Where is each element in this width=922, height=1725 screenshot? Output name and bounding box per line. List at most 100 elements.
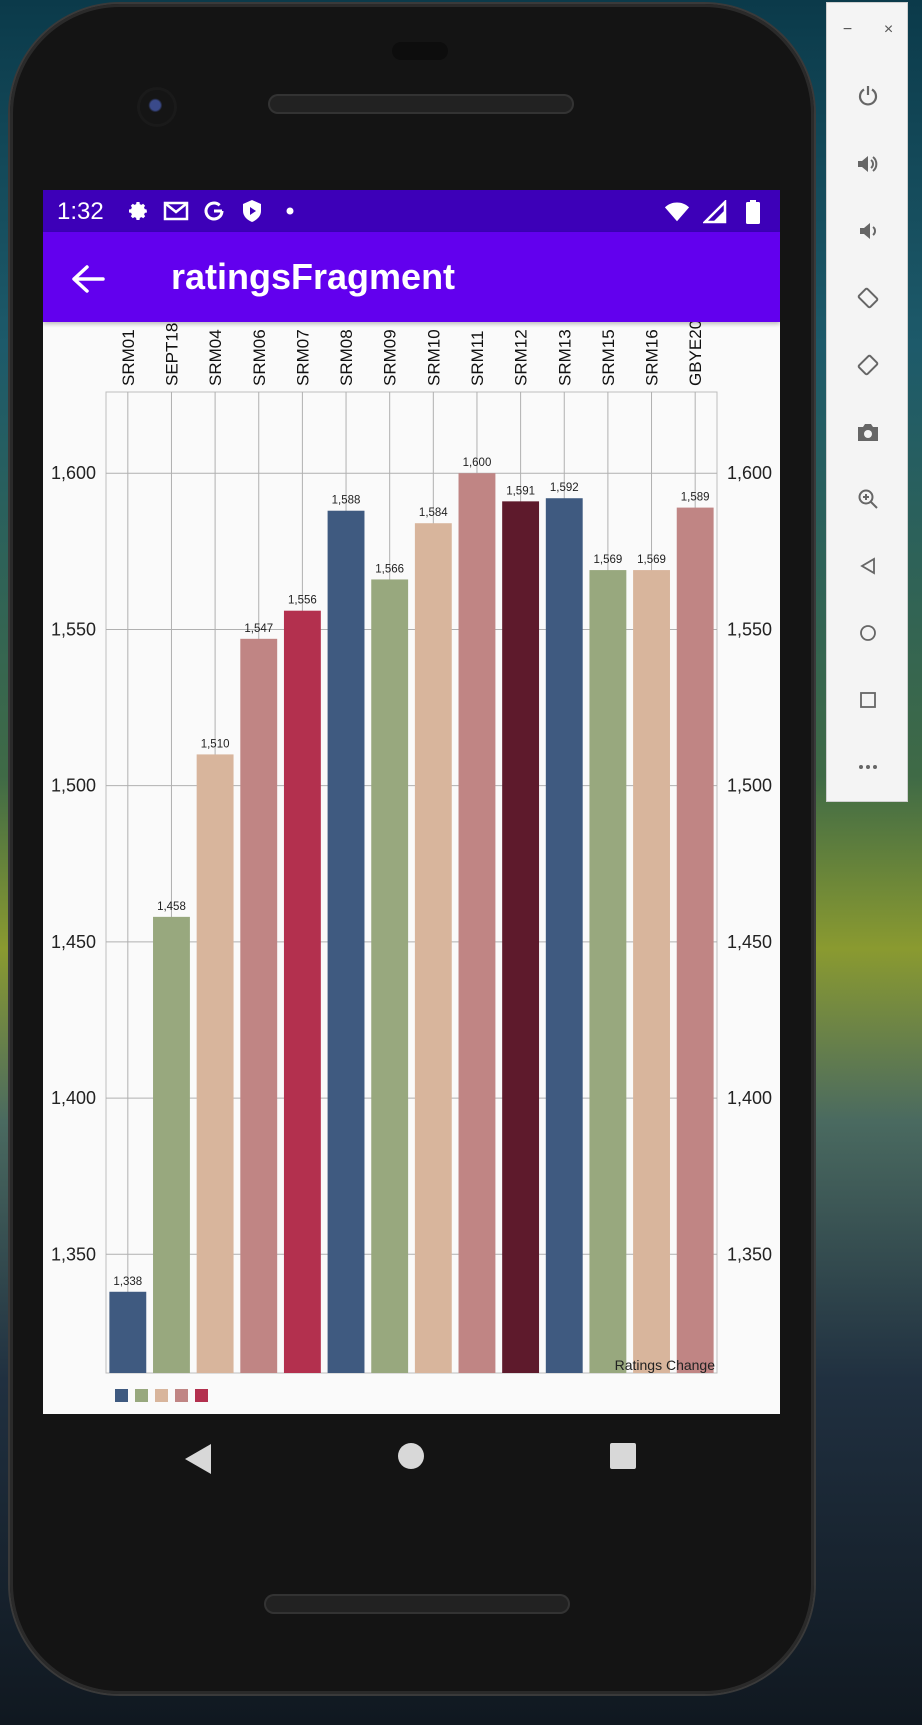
bar-value-label: 1,600 <box>463 457 492 469</box>
x-category-label: SEPT18 <box>162 323 181 386</box>
bar <box>502 501 540 1373</box>
emu-home-button[interactable] <box>847 612 889 654</box>
bar-value-label: 1,566 <box>375 563 404 575</box>
bar-value-label: 1,338 <box>113 1276 142 1288</box>
legend-swatch <box>135 1389 148 1402</box>
emulator-toolbar: − × <box>826 2 908 802</box>
front-camera <box>140 90 174 124</box>
x-category-label: SRM10 <box>424 329 443 386</box>
y-tick-label-right: 1,550 <box>727 619 772 639</box>
back-icon <box>860 557 875 575</box>
rotate-right-icon <box>857 354 879 376</box>
y-tick-label-left: 1,450 <box>51 932 96 952</box>
x-category-label: SRM01 <box>119 329 138 386</box>
x-category-label: SRM04 <box>206 329 225 386</box>
nav-home-button[interactable] <box>397 1442 425 1475</box>
back-arrow-icon <box>72 265 105 293</box>
bar-value-label: 1,510 <box>201 738 230 750</box>
bar <box>589 570 627 1373</box>
volume-up-button[interactable] <box>847 143 889 185</box>
emu-back-button[interactable] <box>847 545 889 587</box>
bar-value-label: 1,589 <box>681 492 710 504</box>
rotate-left-icon <box>857 287 879 309</box>
android-nav-bar <box>43 1414 780 1504</box>
bar <box>109 1291 147 1373</box>
legend-swatch <box>195 1389 208 1402</box>
zoom-button[interactable] <box>847 478 889 520</box>
bar <box>196 754 234 1373</box>
bar-value-label: 1,592 <box>550 482 579 494</box>
bar <box>414 523 452 1373</box>
back-arrow-button[interactable] <box>63 254 113 304</box>
y-tick-label-left: 1,400 <box>51 1088 96 1108</box>
x-category-label: GBYE20 <box>686 322 705 386</box>
status-time: 1:32 <box>57 198 104 225</box>
nav-overview-icon <box>610 1443 636 1469</box>
x-category-label: SRM08 <box>337 329 356 386</box>
signal-icon <box>702 199 728 225</box>
nav-back-icon <box>185 1444 211 1474</box>
y-tick-label-right: 1,450 <box>727 932 772 952</box>
app-bar: ratingsFragment <box>43 232 780 322</box>
wifi-icon <box>664 199 690 225</box>
bottom-speaker <box>264 1594 570 1614</box>
status-notification-icons <box>125 198 303 224</box>
legend-swatch <box>115 1389 128 1402</box>
bar <box>676 507 714 1373</box>
ratings-chart[interactable]: 1,350 1,350 1,400 1,400 1,450 1,450 1,500 1,500… <box>43 320 780 1414</box>
bar <box>153 916 190 1373</box>
dot-icon <box>277 198 303 224</box>
nav-overview-button[interactable] <box>609 1442 637 1475</box>
emu-overview-button[interactable] <box>847 679 889 721</box>
x-category-label: SRM11 <box>468 331 487 386</box>
zoom-icon <box>858 489 878 509</box>
camera-icon <box>858 424 878 441</box>
volume-down-button[interactable] <box>847 210 889 252</box>
earpiece-speaker <box>268 94 574 114</box>
x-category-label: SRM09 <box>381 329 400 386</box>
x-category-label: SRM06 <box>250 329 269 386</box>
gear-icon <box>125 198 151 224</box>
more-button[interactable] <box>847 746 889 788</box>
battery-icon <box>740 199 766 225</box>
bar-chart-svg: 1,350 1,350 1,400 1,400 1,450 1,450 1,500 1,500… <box>51 320 772 1402</box>
volume-up-icon <box>858 156 878 172</box>
status-system-icons <box>664 199 766 225</box>
bar-value-label: 1,556 <box>288 595 317 607</box>
x-category-label: SRM16 <box>643 329 662 386</box>
more-icon <box>859 765 877 769</box>
close-button[interactable]: × <box>883 21 894 38</box>
x-category-label: SRM12 <box>512 329 531 386</box>
bar <box>240 638 278 1373</box>
minimize-button[interactable]: − <box>842 21 853 38</box>
y-tick-label-right: 1,600 <box>727 463 772 483</box>
bar <box>371 579 409 1373</box>
bar <box>458 473 496 1373</box>
bar-value-label: 1,569 <box>637 554 666 566</box>
y-tick-label-left: 1,350 <box>51 1244 96 1264</box>
y-tick-label-left: 1,550 <box>51 619 96 639</box>
page-title: ratingsFragment <box>171 256 456 297</box>
bar-value-label: 1,569 <box>594 554 623 566</box>
x-category-label: SRM15 <box>599 329 618 386</box>
overview-icon <box>860 692 876 708</box>
power-button[interactable] <box>847 75 889 117</box>
plot-frame <box>105 391 718 1374</box>
y-tick-label-right: 1,400 <box>727 1088 772 1108</box>
nav-back-button[interactable] <box>183 1442 213 1481</box>
volume-down-icon <box>860 223 876 239</box>
shield-play-icon <box>239 198 265 224</box>
nav-home-icon <box>398 1443 424 1469</box>
status-bar: 1:32 <box>43 190 780 232</box>
gmail-icon <box>163 198 189 224</box>
screenshot-button[interactable] <box>847 411 889 453</box>
x-category-label: SRM13 <box>555 329 574 386</box>
device-screen: 1:32 <box>43 190 780 1414</box>
bar-value-label: 1,588 <box>332 495 361 507</box>
y-tick-label-left: 1,600 <box>51 463 96 483</box>
x-category-label: SRM07 <box>293 329 312 386</box>
home-icon <box>860 625 876 641</box>
rotate-right-button[interactable] <box>847 344 889 386</box>
rotate-left-button[interactable] <box>847 277 889 319</box>
legend-swatch <box>155 1389 168 1402</box>
